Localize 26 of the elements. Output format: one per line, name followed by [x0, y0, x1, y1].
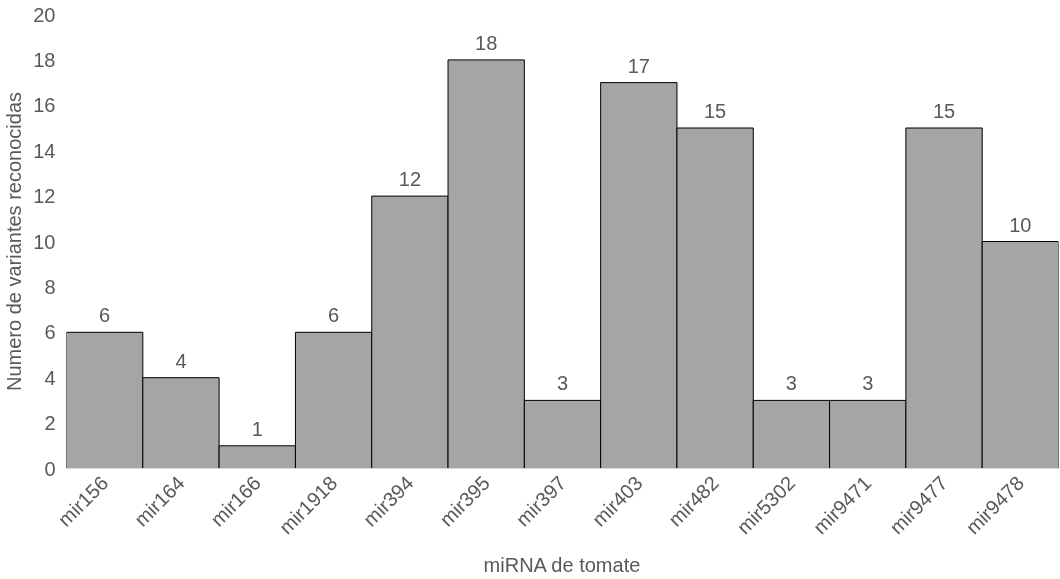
x-axis-title: miRNA de tomate	[483, 554, 641, 577]
data-label: 12	[398, 168, 422, 191]
data-label: 3	[862, 372, 874, 395]
data-label: 3	[785, 372, 797, 395]
y-tick-label: 8	[44, 275, 56, 298]
y-tick-label: 0	[44, 457, 56, 480]
y-tick-label: 18	[33, 48, 56, 71]
y-tick-label: 16	[33, 94, 56, 117]
data-label: 18	[475, 31, 498, 54]
y-tick-label: 14	[33, 139, 56, 162]
data-label: 3	[556, 372, 569, 395]
data-label: 17	[627, 54, 650, 77]
y-tick-label: 10	[33, 230, 56, 253]
data-label: 6	[328, 304, 340, 327]
data-label: 10	[1009, 213, 1032, 236]
data-label: 15	[703, 100, 727, 122]
data-label: 4	[175, 349, 187, 372]
data-label: 6	[99, 304, 111, 327]
y-tick-label: 2	[44, 412, 56, 435]
data-label: 15	[932, 100, 956, 122]
y-tick-label: 6	[44, 321, 56, 344]
y-tick-label: 12	[33, 185, 56, 208]
y-tick-label: 4	[44, 366, 56, 389]
y-tick-label: 20	[33, 3, 56, 26]
y-axis-title: Numero de variantes reconocidas	[3, 91, 26, 392]
data-label: 1	[251, 417, 263, 440]
